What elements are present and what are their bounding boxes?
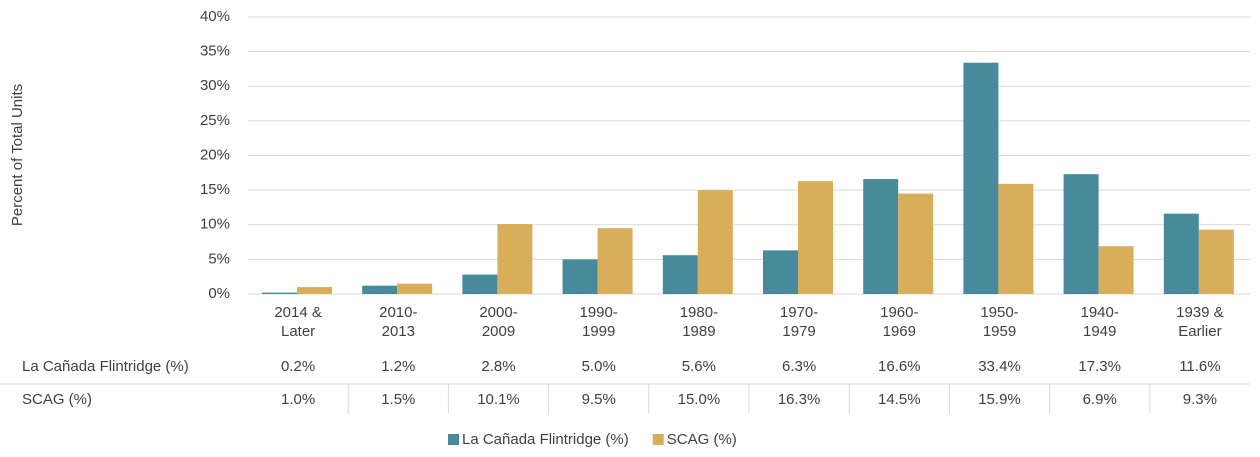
bar: [397, 283, 433, 294]
x-tick-label: 2000-: [479, 304, 517, 321]
y-tick-label: 30%: [200, 77, 230, 94]
x-tick-label: 1989: [682, 323, 715, 340]
bar: [362, 285, 398, 294]
table-value: 5.6%: [682, 358, 716, 375]
bar: [497, 224, 533, 294]
bar: [763, 250, 798, 294]
table-row-label: La Cañada Flintridge (%): [22, 358, 189, 375]
y-tick-label: 20%: [200, 146, 230, 163]
table-value: 10.1%: [477, 391, 520, 408]
table-value: 16.6%: [878, 358, 921, 375]
bar: [1163, 213, 1199, 294]
x-tick-label: 2010-: [379, 304, 417, 321]
x-tick-label: 1969: [883, 323, 916, 340]
x-tick-label: 1940-: [1081, 304, 1119, 321]
x-tick-label: 1979: [782, 323, 815, 340]
y-axis-label: Percent of Total Units: [9, 84, 26, 226]
x-tick-label: 1990-: [580, 304, 618, 321]
table-value: 6.3%: [782, 358, 816, 375]
bar: [963, 62, 999, 294]
bar: [297, 287, 332, 294]
y-tick-label: 40%: [200, 8, 230, 25]
x-tick-label: 1949: [1083, 323, 1116, 340]
x-tick-label: 1980-: [680, 304, 718, 321]
table-value: 33.4%: [978, 358, 1021, 375]
y-tick-label: 15%: [200, 181, 230, 198]
x-tick-label: 1960-: [880, 304, 918, 321]
bar: [462, 274, 498, 294]
table-value: 14.5%: [878, 391, 921, 408]
table-value: 16.3%: [778, 391, 821, 408]
table-value: 2.8%: [481, 358, 515, 375]
bar: [798, 181, 833, 294]
legend-swatch: [652, 434, 664, 445]
x-tick-label: 1950-: [980, 304, 1018, 321]
bar: [562, 259, 598, 294]
x-tick-label: Earlier: [1178, 323, 1221, 340]
y-tick-label: 35%: [200, 43, 230, 60]
bar: [1098, 246, 1134, 294]
bar: [262, 292, 297, 294]
y-tick-label: 0%: [208, 285, 230, 302]
x-tick-label: 2013: [382, 323, 415, 340]
x-tick-label: Later: [281, 323, 315, 340]
bar: [998, 183, 1034, 294]
table-value: 1.5%: [381, 391, 415, 408]
table-value: 6.9%: [1083, 391, 1117, 408]
legend-label: SCAG (%): [667, 431, 737, 448]
table-value: 15.9%: [978, 391, 1021, 408]
y-tick-label: 5%: [208, 250, 230, 267]
table-value: 9.3%: [1183, 391, 1217, 408]
table-value: 1.0%: [281, 391, 315, 408]
bar: [1198, 229, 1234, 294]
x-tick-label: 1999: [582, 323, 615, 340]
x-tick-label: 2009: [482, 323, 515, 340]
table-row-label: SCAG (%): [22, 391, 92, 408]
table-value: 17.3%: [1078, 358, 1121, 375]
bar: [697, 190, 733, 294]
bar: [898, 193, 934, 294]
bar: [662, 255, 698, 294]
bar: [863, 179, 899, 294]
legend-swatch: [448, 434, 459, 445]
table-value: 0.2%: [281, 358, 315, 375]
x-tick-label: 1970-: [780, 304, 818, 321]
x-tick-label: 2014 &: [274, 304, 322, 321]
table-value: 9.5%: [582, 391, 616, 408]
table-value: 15.0%: [678, 391, 721, 408]
table-value: 5.0%: [582, 358, 616, 375]
y-tick-label: 10%: [200, 216, 230, 233]
bar: [1063, 174, 1099, 294]
table-value: 11.6%: [1179, 358, 1220, 375]
legend-label: La Cañada Flintridge (%): [462, 431, 629, 448]
y-tick-label: 25%: [200, 112, 230, 129]
x-tick-label: 1959: [983, 323, 1016, 340]
table-value: 1.2%: [381, 358, 415, 375]
bar: [597, 228, 633, 294]
x-tick-label: 1939 &: [1176, 304, 1224, 321]
